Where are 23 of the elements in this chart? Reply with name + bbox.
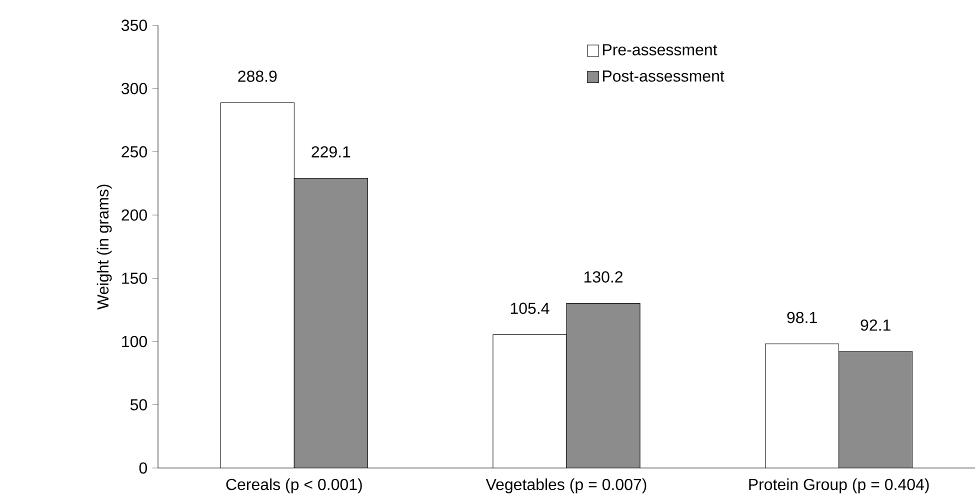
y-tick-label: 150 — [122, 272, 147, 284]
bar — [838, 351, 913, 468]
legend-label: Pre-assessment — [603, 44, 718, 56]
y-tick-label: 350 — [122, 20, 147, 32]
y-axis-title: Weight (in grams) — [96, 184, 112, 310]
y-tick-label: 250 — [122, 146, 147, 158]
data-label: 105.4 — [510, 302, 550, 314]
y-tick-label: 100 — [122, 336, 147, 348]
y-tick-label: 50 — [130, 399, 147, 411]
data-label: 288.9 — [238, 70, 277, 82]
y-tick-label: 0 — [139, 462, 147, 474]
data-label: 130.2 — [584, 271, 622, 283]
data-label: 92.1 — [860, 320, 890, 331]
legend-label: Post-assessment — [603, 70, 724, 82]
y-tick-label: 300 — [122, 83, 147, 94]
bar — [566, 303, 640, 468]
bar — [294, 178, 368, 468]
data-label: 98.1 — [787, 312, 817, 324]
x-tick-label: Protein Group (p = 0.404) — [749, 478, 929, 494]
data-label: 229.1 — [312, 146, 350, 158]
y-tick-label: 200 — [122, 210, 147, 221]
x-tick-label: Cereals (p < 0.001) — [226, 478, 362, 494]
x-tick-label: Vegetables (p = 0.007) — [486, 478, 646, 494]
